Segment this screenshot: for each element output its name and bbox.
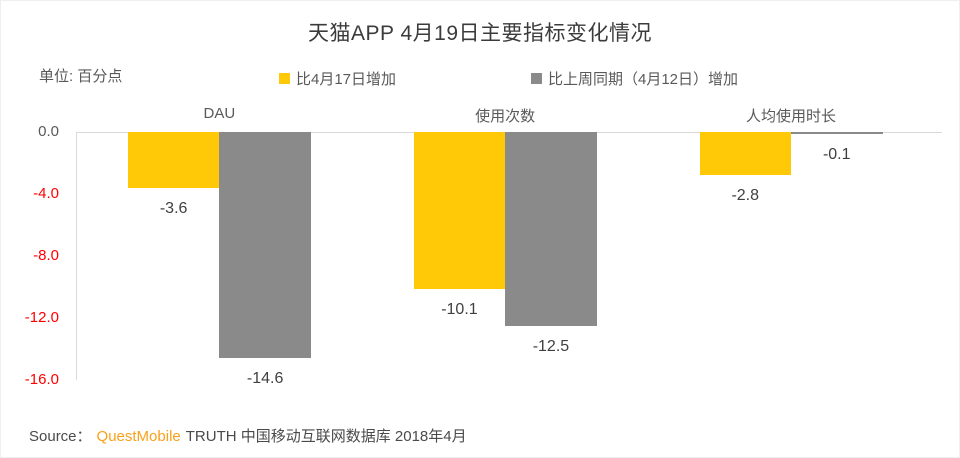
y-tick-label: -4.0: [33, 185, 59, 202]
legend-label: 比4月17日增加: [296, 71, 397, 88]
bar-使用次数-s0: [413, 132, 506, 289]
source-suffix: TRUTH 中国移动互联网数据库 2018年4月: [185, 428, 467, 445]
bar-value-label: -3.6: [159, 199, 188, 217]
legend-swatch-yellow-icon: [279, 73, 290, 84]
y-tick-label: 0.0: [38, 123, 59, 140]
bar-value-label: -10.1: [441, 300, 478, 318]
category-label: 人均使用时长: [745, 108, 836, 125]
bar-value-label: -12.5: [532, 337, 570, 355]
source-line: Source： QuestMobile TRUTH 中国移动互联网数据库 2018年…: [29, 425, 467, 446]
legend-item-vs-lastweek: 比上周同期（4月12日）增加: [531, 68, 738, 89]
y-tick-label: -12.0: [24, 309, 59, 326]
bar-人均使用时长-s1: [791, 132, 883, 134]
bar-DAU-s0: [127, 132, 220, 188]
bar-value-label: -2.8: [731, 187, 760, 205]
legend-label: 比上周同期（4月12日）增加: [548, 71, 739, 88]
legend-swatch-gray-icon: [531, 73, 542, 84]
y-tick-label: -8.0: [33, 247, 59, 264]
category-label: DAU: [203, 105, 236, 122]
chart-title: 天猫APP 4月19日主要指标变化情况: [307, 22, 652, 45]
category-label: 使用次数: [475, 108, 536, 125]
bar-DAU-s1: [219, 132, 311, 359]
bar-人均使用时长-s0: [699, 132, 791, 176]
source-brand: QuestMobile: [96, 428, 181, 445]
legend-item-vs-apr17: 比4月17日增加: [279, 68, 396, 89]
bar-使用次数-s1: [505, 132, 597, 326]
source-prefix: Source：: [29, 428, 92, 445]
bar-value-label: -0.1: [822, 145, 851, 163]
bar-value-label: -14.6: [246, 370, 284, 388]
y-tick-label: -16.0: [24, 371, 59, 388]
unit-label: 单位: 百分点: [39, 68, 123, 85]
y-axis-line: [76, 132, 77, 380]
